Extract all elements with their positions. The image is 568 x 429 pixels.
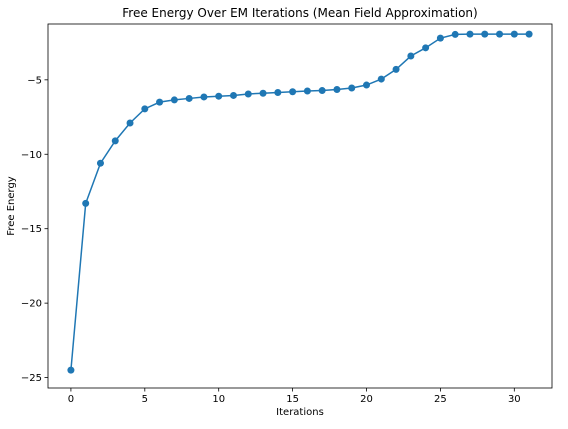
data-point (156, 98, 164, 106)
data-point (244, 90, 252, 98)
data-point (303, 87, 311, 95)
data-point (333, 86, 341, 94)
data-point (170, 96, 178, 104)
data-point (363, 81, 371, 89)
y-axis-label: Free Energy (6, 176, 17, 235)
x-tick-label: 0 (68, 394, 74, 405)
chart-title: Free Energy Over EM Iterations (Mean Fie… (122, 6, 477, 20)
x-tick-label: 15 (286, 394, 299, 405)
x-axis-label: Iterations (276, 407, 324, 418)
data-point (274, 88, 282, 96)
plot-frame (47, 23, 553, 389)
data-point (215, 92, 223, 100)
y-tick-label: −15 (21, 224, 42, 235)
y-tick-label: −5 (27, 75, 42, 86)
data-point (481, 30, 489, 38)
data-point (436, 34, 444, 42)
series-layer (67, 30, 533, 374)
y-tick-label: −20 (21, 299, 42, 310)
y-tick-label: −25 (21, 373, 42, 384)
data-point (126, 119, 134, 127)
data-point (377, 75, 385, 83)
data-point (229, 91, 237, 99)
data-point (318, 87, 326, 95)
data-point (392, 65, 400, 73)
data-point (525, 30, 533, 38)
data-point (348, 84, 356, 92)
data-point (496, 30, 504, 38)
data-point (422, 44, 430, 52)
plot-background (48, 24, 552, 388)
x-tick-label: 30 (508, 394, 521, 405)
data-point (185, 94, 193, 102)
data-point (466, 30, 474, 38)
data-point (111, 137, 119, 145)
data-point (510, 30, 518, 38)
data-point (407, 52, 415, 60)
data-point (67, 366, 75, 374)
data-point (82, 199, 90, 207)
data-point (259, 89, 267, 97)
axis-ticks: 0 5 10 15 20 25 30 −25 −20 −15 −10 −5 (21, 75, 521, 405)
data-point (96, 159, 104, 167)
x-tick-label: 5 (142, 394, 148, 405)
x-tick-label: 10 (212, 394, 225, 405)
x-tick-label: 25 (434, 394, 447, 405)
y-tick-label: −10 (21, 150, 42, 161)
data-point (200, 93, 208, 101)
x-tick-label: 20 (360, 394, 373, 405)
data-point (289, 88, 297, 96)
data-point (141, 105, 149, 113)
data-point (451, 30, 459, 38)
